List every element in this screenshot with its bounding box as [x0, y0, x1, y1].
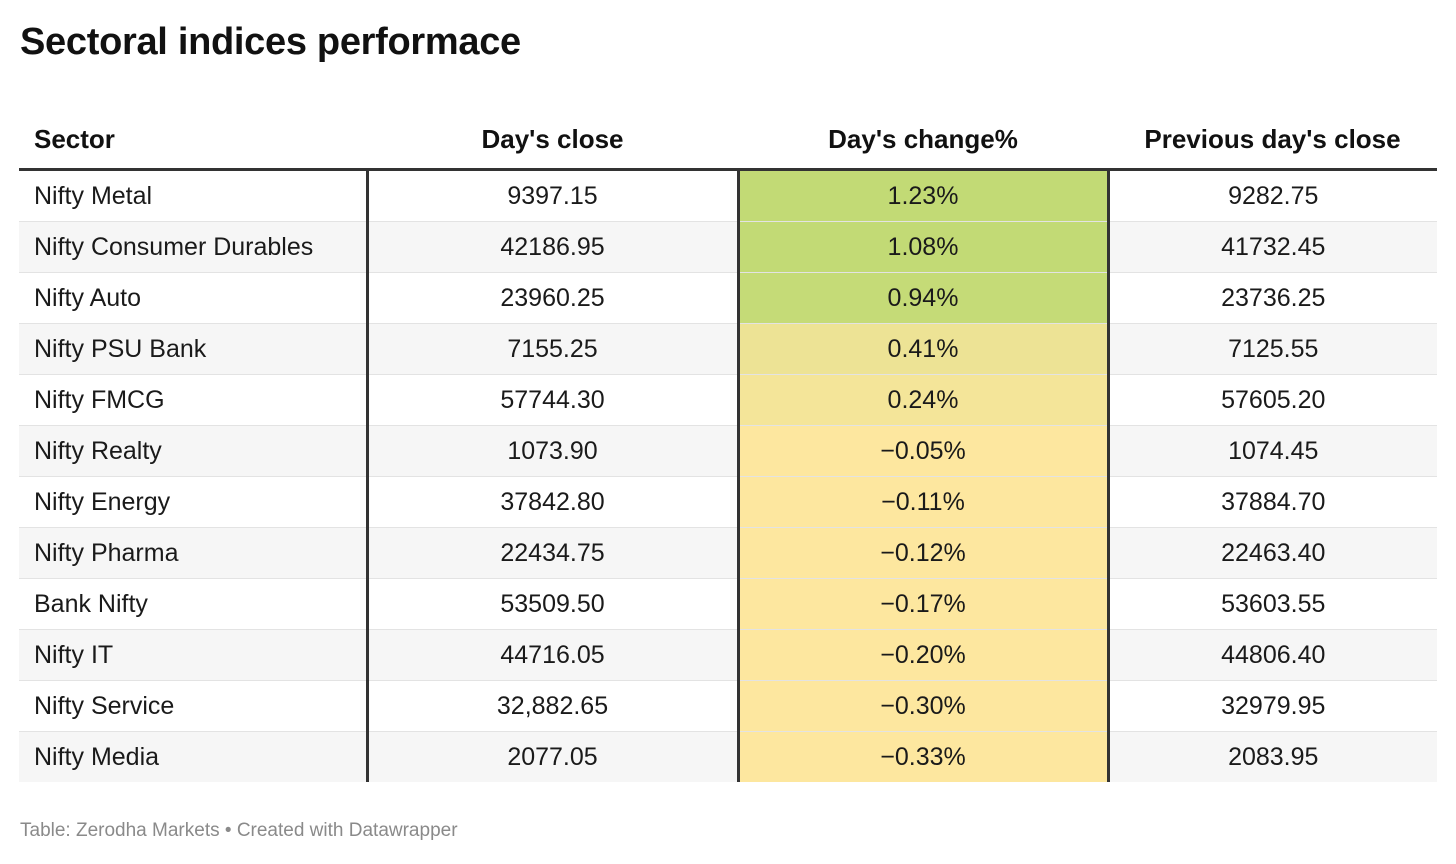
cell-sector: Nifty IT: [19, 629, 369, 681]
cell-days-close: 44716.05: [367, 629, 740, 681]
table-row: Nifty Media 2077.05 −0.33% 2083.95: [19, 731, 1437, 782]
cell-previous-close: 2083.95: [1108, 731, 1437, 782]
cell-previous-close: 1074.45: [1108, 425, 1437, 477]
column-header-sector[interactable]: Sector: [19, 110, 367, 171]
cell-sector: Nifty Media: [19, 731, 369, 782]
cell-previous-close: 53603.55: [1108, 578, 1437, 630]
table-row: Nifty FMCG 57744.30 0.24% 57605.20: [19, 374, 1437, 426]
cell-days-close: 2077.05: [367, 731, 740, 782]
cell-days-change: −0.17%: [738, 578, 1110, 630]
sector-table: Sector Day's close Day's change% Previou…: [19, 110, 1437, 782]
table-row: Nifty IT 44716.05 −0.20% 44806.40: [19, 629, 1437, 681]
cell-days-close: 23960.25: [367, 272, 740, 324]
cell-days-change: 1.08%: [738, 221, 1110, 273]
table-row: Nifty Consumer Durables 42186.95 1.08% 4173…: [19, 221, 1437, 273]
column-header-days-change[interactable]: Day's change%: [738, 110, 1108, 171]
column-header-previous-close[interactable]: Previous day's close: [1108, 110, 1437, 171]
cell-previous-close: 9282.75: [1108, 169, 1437, 222]
cell-days-close: 37842.80: [367, 476, 740, 528]
table-row: Nifty Metal 9397.15 1.23% 9282.75: [19, 169, 1437, 222]
table-row: Nifty Realty 1073.90 −0.05% 1074.45: [19, 425, 1437, 477]
cell-sector: Nifty Service: [19, 680, 369, 732]
table-body: Nifty Metal 9397.15 1.23% 9282.75 Nifty Cons…: [19, 169, 1437, 782]
cell-days-change: −0.11%: [738, 476, 1110, 528]
cell-days-close: 7155.25: [367, 323, 740, 375]
cell-days-close: 53509.50: [367, 578, 740, 630]
cell-days-change: −0.12%: [738, 527, 1110, 579]
cell-sector: Nifty Consumer Durables: [19, 221, 369, 273]
column-header-days-close[interactable]: Day's close: [367, 110, 738, 171]
cell-previous-close: 23736.25: [1108, 272, 1437, 324]
cell-previous-close: 57605.20: [1108, 374, 1437, 426]
cell-days-close: 22434.75: [367, 527, 740, 579]
table-row: Nifty Energy 37842.80 −0.11% 37884.70: [19, 476, 1437, 528]
table-row: Nifty PSU Bank 7155.25 0.41% 7125.55: [19, 323, 1437, 375]
cell-previous-close: 44806.40: [1108, 629, 1437, 681]
cell-previous-close: 37884.70: [1108, 476, 1437, 528]
cell-sector: Nifty Energy: [19, 476, 369, 528]
cell-days-change: 0.94%: [738, 272, 1110, 324]
cell-previous-close: 32979.95: [1108, 680, 1437, 732]
chart-title: Sectoral indices performace: [20, 21, 521, 63]
cell-days-change: 0.24%: [738, 374, 1110, 426]
cell-sector: Nifty Auto: [19, 272, 369, 324]
footer-source: Table: Zerodha Markets: [20, 820, 220, 841]
cell-previous-close: 7125.55: [1108, 323, 1437, 375]
footer-credit[interactable]: Created with Datawrapper: [236, 820, 458, 841]
cell-previous-close: 22463.40: [1108, 527, 1437, 579]
cell-sector: Nifty FMCG: [19, 374, 369, 426]
table-row: Nifty Auto 23960.25 0.94% 23736.25: [19, 272, 1437, 324]
header-row: Sector Day's close Day's change% Previou…: [19, 110, 1437, 171]
table-row: Nifty Pharma 22434.75 −0.12% 22463.40: [19, 527, 1437, 579]
cell-previous-close: 41732.45: [1108, 221, 1437, 273]
cell-days-change: −0.30%: [738, 680, 1110, 732]
cell-days-change: 0.41%: [738, 323, 1110, 375]
cell-sector: Bank Nifty: [19, 578, 369, 630]
cell-days-change: −0.05%: [738, 425, 1110, 477]
table-row: Nifty Service 32,882.65 −0.30% 32979.95: [19, 680, 1437, 732]
cell-days-close: 32,882.65: [367, 680, 740, 732]
cell-days-change: 1.23%: [738, 169, 1110, 222]
cell-sector: Nifty PSU Bank: [19, 323, 369, 375]
footer: Table: Zerodha Markets • Created with Da…: [20, 820, 458, 842]
cell-days-close: 57744.30: [367, 374, 740, 426]
cell-days-close: 9397.15: [367, 169, 740, 222]
footer-separator: •: [219, 820, 237, 841]
table-row: Bank Nifty 53509.50 −0.17% 53603.55: [19, 578, 1437, 630]
cell-sector: Nifty Realty: [19, 425, 369, 477]
cell-days-close: 42186.95: [367, 221, 740, 273]
cell-days-close: 1073.90: [367, 425, 740, 477]
cell-sector: Nifty Metal: [19, 169, 369, 222]
cell-days-change: −0.33%: [738, 731, 1110, 782]
cell-sector: Nifty Pharma: [19, 527, 369, 579]
cell-days-change: −0.20%: [738, 629, 1110, 681]
